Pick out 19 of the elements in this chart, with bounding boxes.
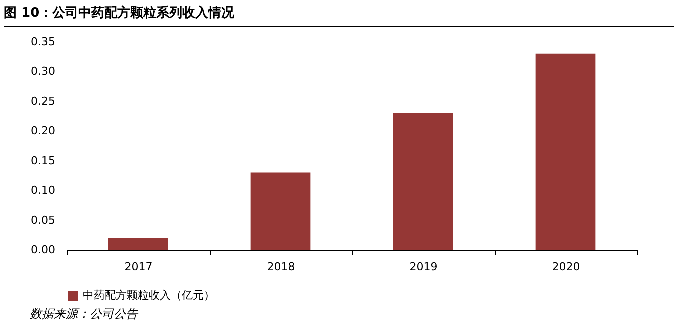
y-tick-label: 0.30 — [31, 65, 56, 78]
x-tick-label: 2017 — [124, 260, 153, 274]
y-tick-label: 0.05 — [31, 214, 56, 227]
y-tick-label: 0.35 — [31, 36, 56, 48]
y-tick-label: 0.20 — [31, 124, 56, 138]
source-note: 数据来源：公司公告 — [30, 306, 138, 323]
bar — [536, 54, 596, 250]
x-tick-label: 2020 — [552, 260, 580, 274]
y-tick-label: 0.25 — [31, 94, 56, 108]
y-tick-label: 0.15 — [31, 154, 56, 168]
x-tick-label: 2019 — [410, 260, 438, 274]
legend-label: 中药配方颗粒收入（亿元） — [83, 289, 215, 302]
chart-title: 图 10：公司中药配方颗粒系列收入情况 — [4, 4, 674, 27]
bar — [393, 113, 454, 250]
y-tick-label: 0.10 — [31, 184, 56, 198]
y-tick-label: 0.00 — [31, 244, 56, 256]
bar — [250, 172, 311, 250]
x-tick-label: 2018 — [267, 260, 296, 274]
bar — [108, 238, 168, 250]
